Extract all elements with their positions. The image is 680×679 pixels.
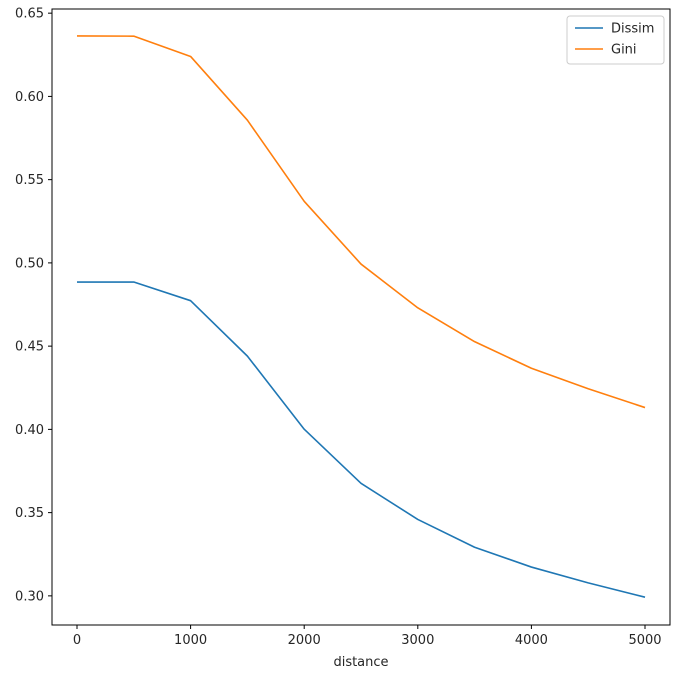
- legend: Dissim Gini: [566, 15, 665, 65]
- x-tick-label: 1000: [174, 633, 207, 648]
- y-tick-label: 0.50: [15, 256, 44, 271]
- x-tick-label: 4000: [515, 633, 548, 648]
- x-tick-label: 0: [73, 633, 81, 648]
- plot-frame: [51, 8, 671, 626]
- x-axis: 0 1000 2000 3000 4000 5000: [73, 625, 662, 648]
- y-axis: 0.30 0.35 0.40 0.45 0.50 0.55 0.60 0.65: [15, 7, 52, 604]
- y-tick-label: 0.55: [15, 173, 44, 188]
- series-layer: [76, 35, 646, 598]
- y-tick-label: 0.65: [15, 7, 44, 22]
- y-tick-label: 0.30: [15, 589, 44, 604]
- x-axis-label: distance: [333, 655, 388, 670]
- y-tick-label: 0.60: [15, 90, 44, 105]
- series-line-dissim: [76, 281, 646, 598]
- x-tick-label: 2000: [288, 633, 321, 648]
- x-tick-label: 5000: [628, 633, 661, 648]
- y-tick-label: 0.35: [15, 506, 44, 521]
- y-tick-label: 0.40: [15, 423, 44, 438]
- legend-label-dissim: Dissim: [611, 22, 654, 37]
- x-tick-label: 3000: [401, 633, 434, 648]
- y-tick-label: 0.45: [15, 340, 44, 355]
- series-line-gini: [76, 35, 646, 409]
- legend-label-gini: Gini: [611, 43, 637, 58]
